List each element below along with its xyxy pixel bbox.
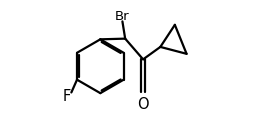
Text: Br: Br — [115, 10, 130, 23]
Text: F: F — [63, 89, 71, 104]
Text: O: O — [137, 97, 149, 112]
